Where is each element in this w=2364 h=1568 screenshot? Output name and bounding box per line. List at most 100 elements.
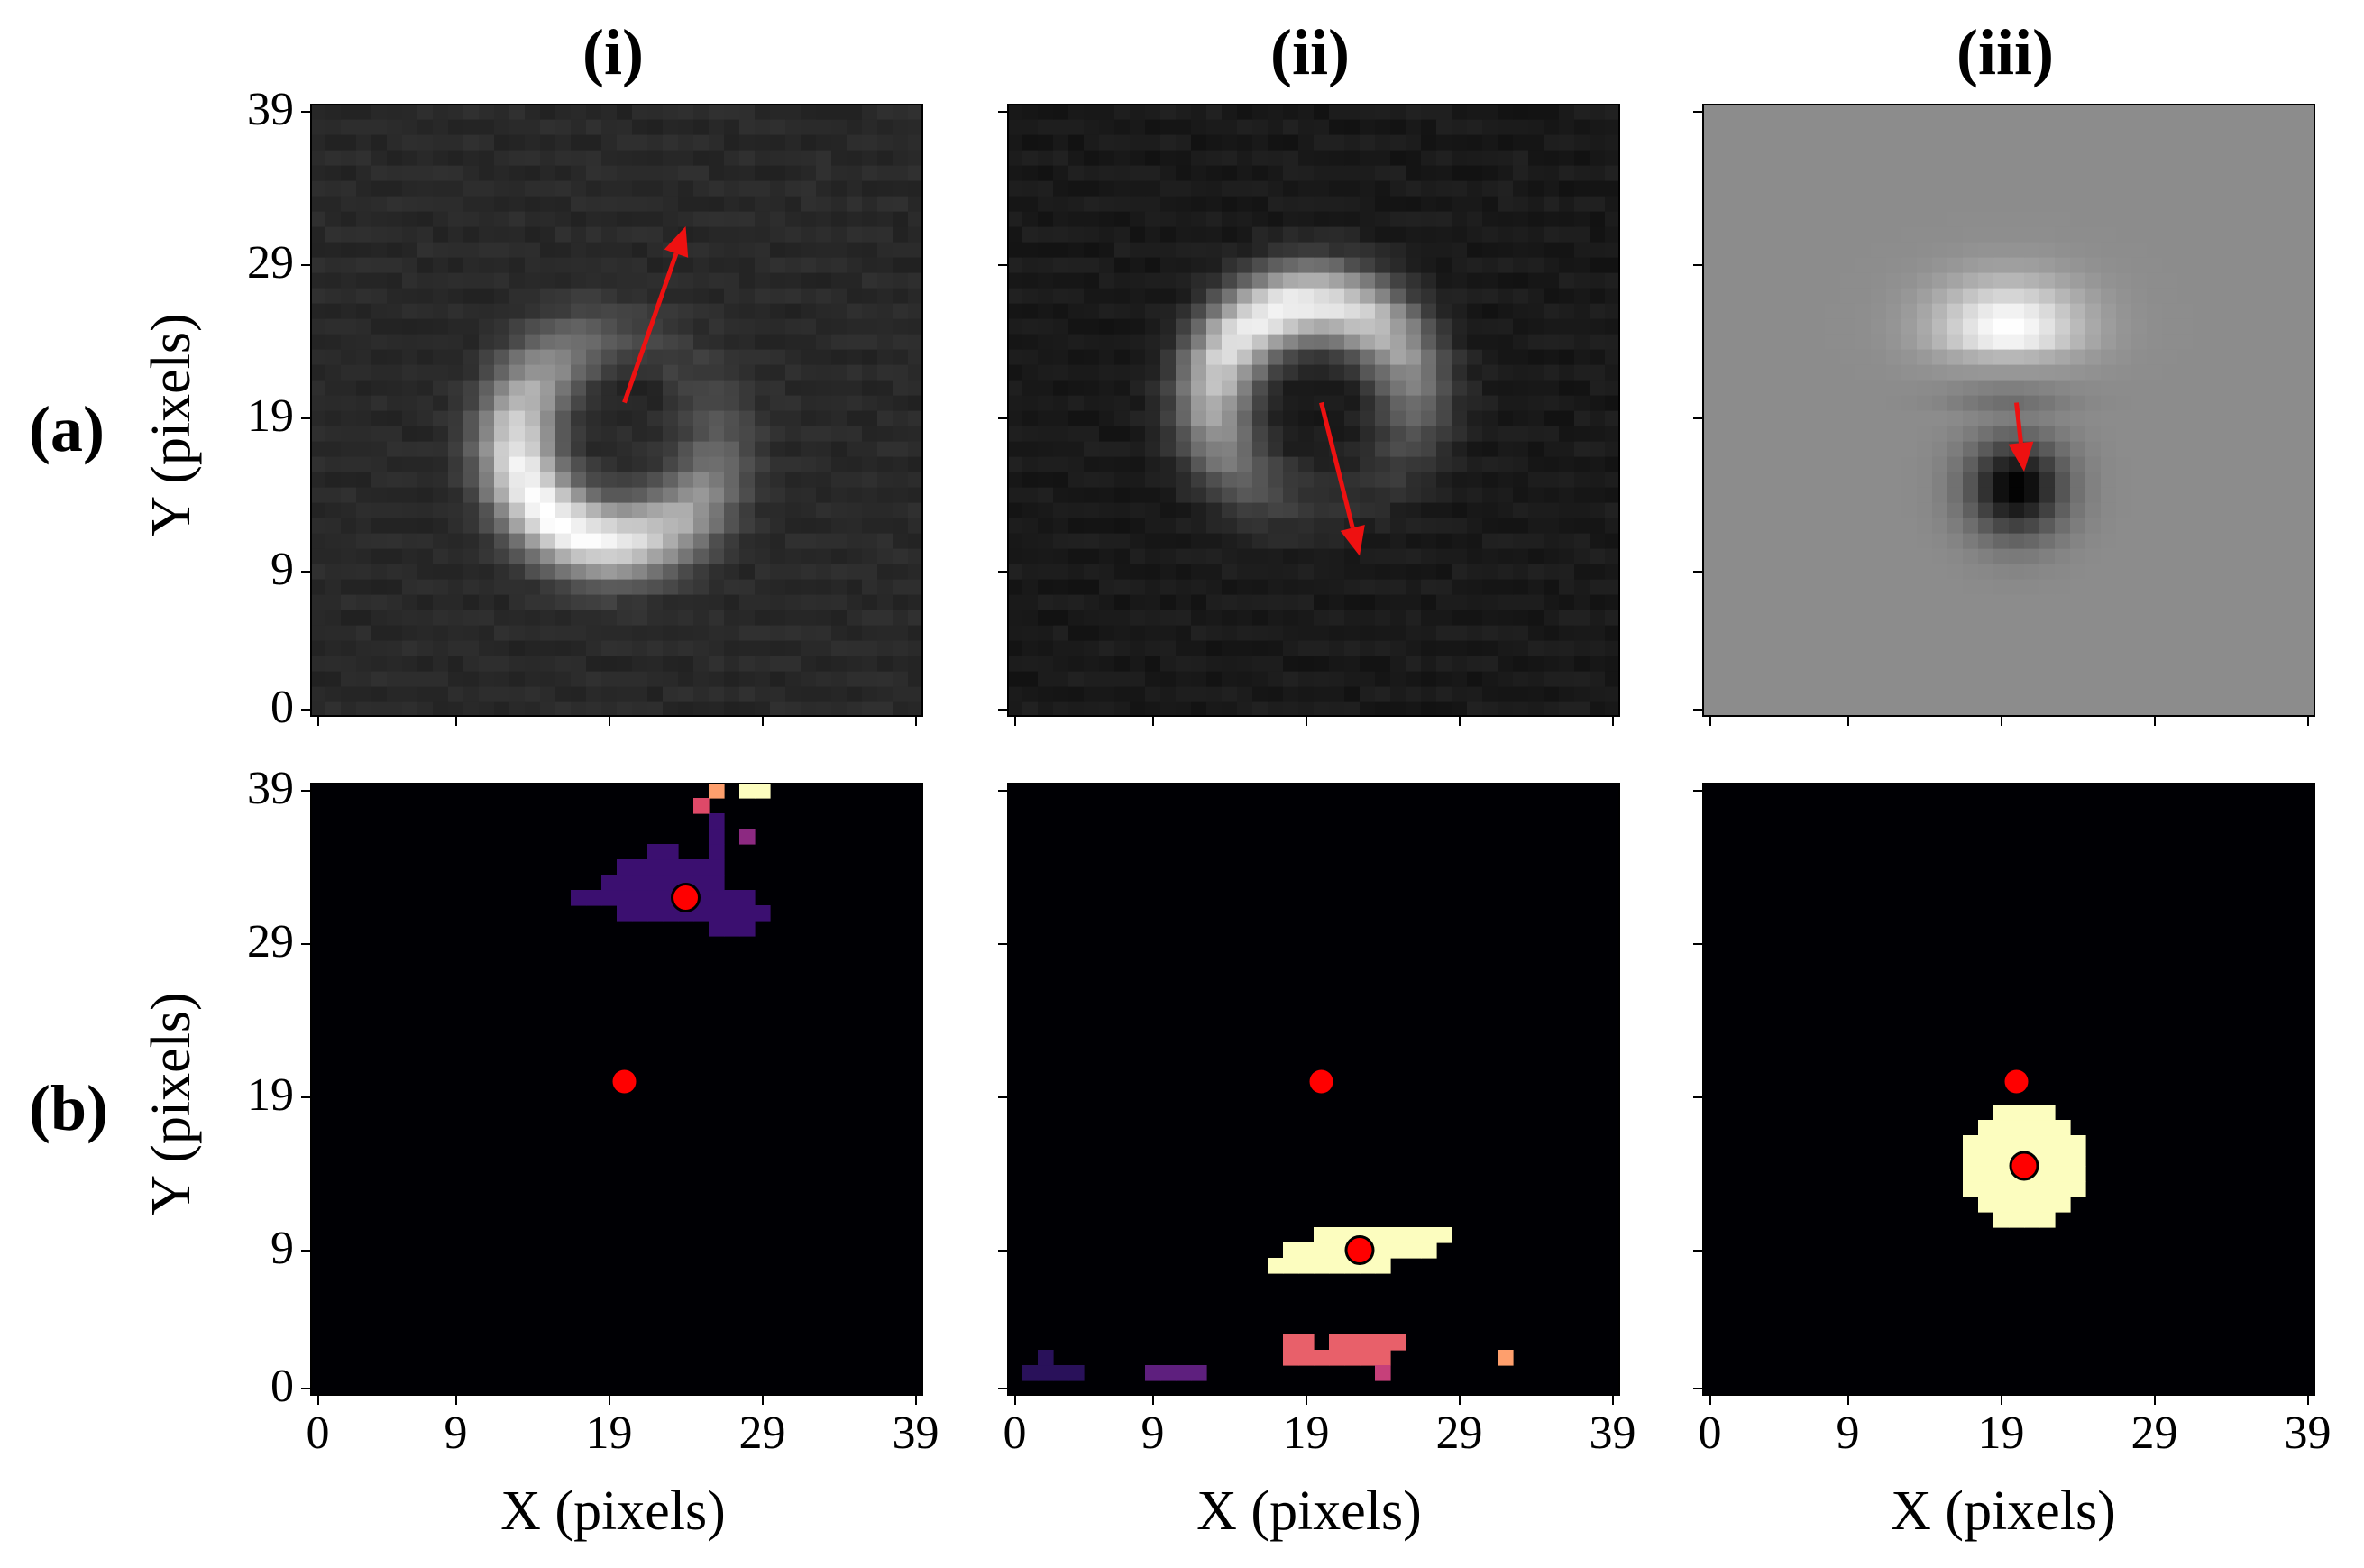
pixel [341, 502, 357, 518]
pixel [2208, 625, 2224, 641]
pixel [1733, 472, 1749, 488]
pixel [1590, 196, 1606, 212]
pixel [387, 211, 403, 227]
pixel [877, 656, 893, 672]
pixel [1702, 548, 1718, 564]
pixel [448, 410, 464, 426]
pixel [877, 104, 893, 120]
pixel [601, 502, 618, 518]
pixel [1932, 686, 1948, 702]
pixel [2055, 303, 2071, 319]
pixel [540, 610, 556, 626]
pixel [801, 288, 817, 304]
pixel [356, 410, 372, 426]
pixel [1528, 211, 1544, 227]
cluster-cell [1283, 1242, 1299, 1259]
pixel [1513, 364, 1529, 381]
pixel [1053, 487, 1069, 503]
pixel [325, 487, 342, 503]
pixel [1871, 364, 1887, 381]
pixel [2177, 579, 2194, 595]
pixel [2193, 165, 2209, 181]
pixel [647, 487, 664, 503]
pixel [862, 165, 878, 181]
pixel [693, 226, 710, 243]
pixel [1130, 625, 1146, 641]
pixel [1825, 257, 1841, 273]
pixel [2223, 456, 2240, 472]
pixel [1764, 134, 1780, 151]
pixel [877, 119, 893, 135]
pixel [1590, 180, 1606, 197]
pixel [1871, 318, 1887, 335]
pixel [2300, 548, 2315, 564]
pixel [1932, 303, 1948, 319]
pixel [1590, 701, 1606, 717]
pixel [1605, 226, 1620, 243]
pixel [2024, 656, 2040, 672]
pixel [1191, 656, 1207, 672]
pixel [1794, 180, 1810, 197]
pixel [463, 104, 480, 120]
pixel [678, 610, 694, 626]
pixel [1084, 288, 1100, 304]
pixel [448, 548, 464, 564]
pixel [816, 288, 832, 304]
pixel [2223, 487, 2240, 503]
pixel [1498, 518, 1514, 534]
pixel [1963, 686, 1979, 702]
pixel [1022, 441, 1039, 457]
pixel [1559, 226, 1575, 243]
pixel [1022, 671, 1039, 687]
pixel [1084, 640, 1100, 656]
pixel [1810, 165, 1826, 181]
pixel [2177, 640, 2194, 656]
pixel [1947, 380, 1964, 396]
pixel [2024, 426, 2040, 442]
pixel [693, 441, 710, 457]
pixel [433, 564, 449, 580]
pixel [1283, 334, 1299, 350]
pixel [1733, 487, 1749, 503]
pixel [2254, 226, 2270, 243]
pixel [2085, 150, 2102, 166]
pixel [402, 564, 418, 580]
pixel [877, 410, 893, 426]
pixel [647, 640, 664, 656]
pixel [1421, 226, 1437, 243]
pixel [1733, 364, 1749, 381]
pixel [663, 150, 679, 166]
pixel [494, 395, 510, 411]
pixel [1886, 165, 1902, 181]
pixel [724, 134, 740, 151]
pixel [1544, 150, 1560, 166]
pixel [371, 579, 388, 595]
pixel [739, 288, 756, 304]
pixel [1191, 610, 1207, 626]
pixel [2039, 242, 2056, 258]
pixel [494, 334, 510, 350]
pixel [2070, 594, 2086, 610]
pixel [2162, 165, 2178, 181]
pixel [908, 656, 923, 672]
pixel [2147, 487, 2163, 503]
pixel [371, 180, 388, 197]
pixel [663, 196, 679, 212]
pixel [2193, 671, 2209, 687]
pixel [1084, 502, 1100, 518]
pixel [2300, 211, 2315, 227]
pixel [1528, 686, 1544, 702]
pixel [632, 533, 648, 549]
pixel [693, 410, 710, 426]
pixel [2039, 150, 2056, 166]
pixel [2269, 610, 2286, 626]
pixel [571, 533, 587, 549]
pixel [2131, 150, 2148, 166]
pixel [2101, 226, 2117, 243]
pixel [2024, 226, 2040, 243]
pixel [2101, 104, 2117, 120]
pixel [1191, 196, 1207, 212]
pixel [2070, 288, 2086, 304]
cluster-cell [1436, 1227, 1452, 1243]
pixel [479, 364, 495, 381]
